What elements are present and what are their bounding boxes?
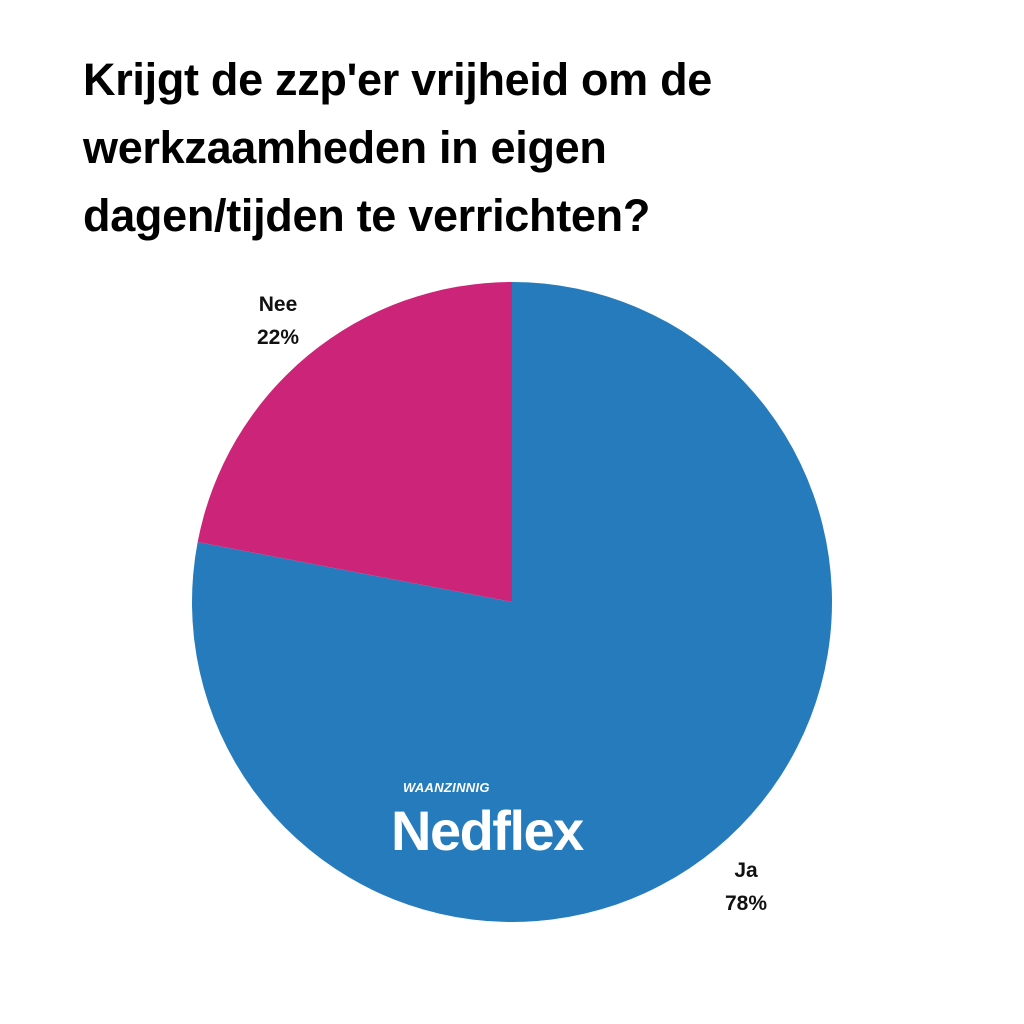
logo-brand: Nedflex (391, 799, 584, 862)
pie-slices (191, 282, 832, 922)
slice-value-ja: 78% (725, 892, 767, 915)
slice-label-ja: Ja (734, 859, 758, 882)
slice-label-nee: Nee (259, 293, 298, 316)
pie-slice-nee (197, 282, 512, 602)
slice-value-nee: 22% (257, 326, 299, 349)
chart-title: Krijgt de zzp'er vrijheid om de werkzaam… (83, 54, 713, 241)
logo-tagline: WAANZINNIG (403, 780, 490, 795)
nedflex-logo: WAANZINNIG Nedflex (391, 780, 586, 862)
pie-slice-ja (191, 282, 832, 922)
slice-labels: Nee 22% Ja 78% (257, 293, 767, 915)
